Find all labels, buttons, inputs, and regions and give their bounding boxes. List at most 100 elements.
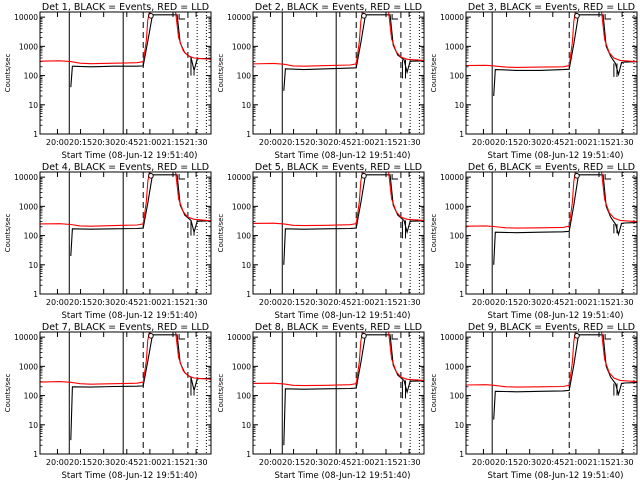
plot-frame <box>465 331 638 455</box>
series-events <box>70 14 211 88</box>
x-tick-label: 20:45 <box>541 458 564 467</box>
x-tick-label: 21:15 <box>374 138 397 147</box>
plot-frame <box>252 331 425 455</box>
y-tick-label: 1 <box>459 450 464 459</box>
y-tick-label: 10000 <box>440 13 464 22</box>
panel-det-3: Det 3, BLACK = Events, RED = LLD Counts/s… <box>430 2 638 161</box>
x-tick-label: 21:00 <box>564 138 587 147</box>
plot-frame <box>39 171 212 295</box>
y-tick-label: 10 <box>454 261 464 270</box>
flare-marker <box>361 13 367 19</box>
y-tick-label: 1 <box>246 130 251 139</box>
x-tick-label: 20:15 <box>69 298 92 307</box>
y-axis-label: Counts/sec <box>217 54 225 93</box>
x-tick-label: 20:00 <box>472 298 495 307</box>
x-tick-label: 21:00 <box>564 298 587 307</box>
plot-data <box>466 12 637 134</box>
panel-det-4: Det 4, BLACK = Events, RED = LLD Counts/s… <box>4 162 212 321</box>
series-events <box>283 334 424 446</box>
series-events <box>493 174 637 265</box>
y-tick-label: 10 <box>241 421 251 430</box>
panel-det-2: Det 2, BLACK = Events, RED = LLD Counts/s… <box>217 2 425 161</box>
flare-marker <box>148 13 154 19</box>
x-tick-label: 20:15 <box>282 298 305 307</box>
series-lld <box>253 172 424 227</box>
plot-data <box>466 332 637 454</box>
x-tick-label: 20:00 <box>46 298 69 307</box>
y-tick-label: 10 <box>28 101 38 110</box>
y-tick-label: 1 <box>33 450 38 459</box>
bracket-glyph <box>604 174 612 180</box>
y-tick-label: 100 <box>237 392 252 401</box>
y-tick-label: 10 <box>454 421 464 430</box>
flare-marker-label: O <box>364 337 365 339</box>
flare-marker <box>574 13 580 19</box>
flare-marker-label: O <box>151 177 152 179</box>
x-tick-label: 20:00 <box>472 138 495 147</box>
x-tick-label: 21:00 <box>138 458 161 467</box>
y-tick-label: 1000 <box>232 202 251 211</box>
x-tick-label: 21:15 <box>161 298 184 307</box>
x-tick-label: 21:30 <box>398 298 421 307</box>
x-axis-label: Start Time (08-Jun-12 19:51:40) <box>62 151 198 161</box>
flare-marker-label: O <box>577 337 578 339</box>
y-tick-label: 10 <box>28 261 38 270</box>
series-events <box>70 174 211 257</box>
flare-marker <box>148 173 154 179</box>
x-tick-label: 20:45 <box>541 138 564 147</box>
x-tick-label: 20:45 <box>328 298 351 307</box>
panel-title: Det 2, BLACK = Events, RED = LLD <box>255 2 422 13</box>
panel-title: Det 9, BLACK = Events, RED = LLD <box>468 322 635 333</box>
plot-frame <box>39 331 212 455</box>
y-tick-label: 100 <box>24 72 39 81</box>
y-tick-label: 1000 <box>232 42 251 51</box>
x-tick-label: 20:30 <box>92 298 115 307</box>
x-tick-label: 20:45 <box>328 458 351 467</box>
x-tick-label: 21:15 <box>374 298 397 307</box>
y-tick-label: 1000 <box>19 362 38 371</box>
flare-marker-label: O <box>151 337 152 339</box>
x-tick-label: 21:00 <box>351 298 374 307</box>
x-tick-label: 20:15 <box>495 138 518 147</box>
series-events <box>70 334 211 441</box>
x-tick-label: 20:45 <box>541 298 564 307</box>
plot-data <box>253 172 424 294</box>
plot-data <box>40 332 211 454</box>
y-tick-label: 1 <box>33 130 38 139</box>
series-lld <box>253 12 424 67</box>
bracket-glyph <box>178 14 186 20</box>
flare-marker-label: O <box>577 177 578 179</box>
x-axis-label: Start Time (08-Jun-12 19:51:40) <box>275 311 411 321</box>
y-tick-label: 100 <box>450 232 465 241</box>
x-tick-label: 20:45 <box>115 138 138 147</box>
series-events <box>493 334 637 420</box>
flare-marker <box>574 173 580 179</box>
x-tick-label: 21:30 <box>185 138 208 147</box>
panel-det-8: Det 8, BLACK = Events, RED = LLD Counts/s… <box>217 322 425 481</box>
x-tick-label: 21:15 <box>161 458 184 467</box>
plot-data <box>40 172 211 294</box>
series-lld <box>466 172 637 229</box>
y-axis-label: Counts/sec <box>430 214 438 253</box>
plot-frame <box>465 171 638 295</box>
flare-marker-label: O <box>364 17 365 19</box>
panel-det-7: Det 7, BLACK = Events, RED = LLD Counts/s… <box>4 322 212 481</box>
plot-frame <box>39 11 212 135</box>
y-tick-label: 1 <box>459 130 464 139</box>
y-axis-label: Counts/sec <box>217 214 225 253</box>
series-lld <box>253 332 424 387</box>
flare-marker-label: O <box>364 177 365 179</box>
x-tick-label: 20:15 <box>69 458 92 467</box>
x-tick-label: 20:30 <box>518 138 541 147</box>
x-tick-label: 20:45 <box>115 298 138 307</box>
x-tick-label: 20:30 <box>518 298 541 307</box>
bracket-glyph <box>391 334 399 340</box>
y-tick-label: 100 <box>237 72 252 81</box>
plot-data <box>253 332 424 454</box>
y-tick-label: 1000 <box>445 42 464 51</box>
series-events <box>283 174 424 265</box>
y-tick-label: 10000 <box>227 13 251 22</box>
x-tick-label: 20:15 <box>282 138 305 147</box>
y-tick-label: 10 <box>241 261 251 270</box>
